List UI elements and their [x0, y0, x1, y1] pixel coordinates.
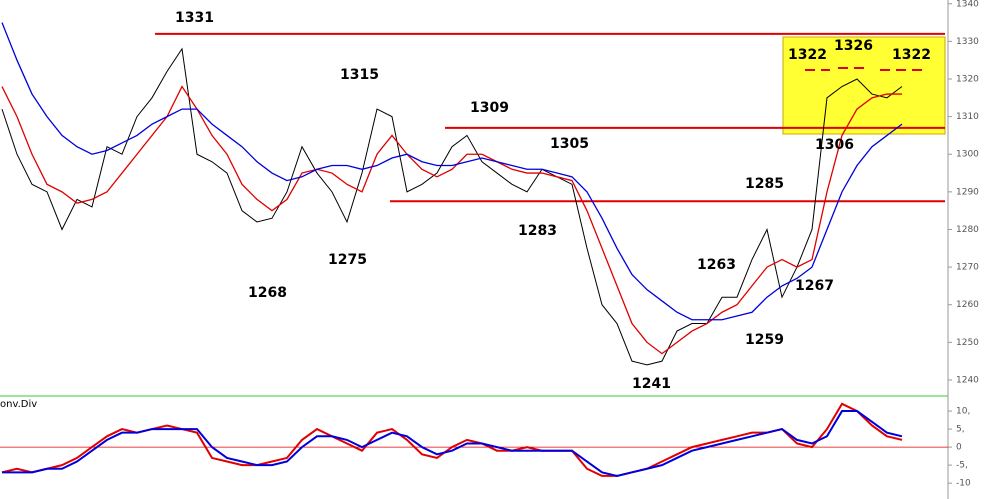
annotation: 1268 — [248, 285, 287, 301]
y-tick-label: 10, — [956, 407, 970, 417]
y-tick-label: -10 — [956, 479, 971, 489]
annotation: 1326 — [834, 38, 873, 54]
y-tick-label: 1280 — [956, 225, 979, 235]
annotation: 1285 — [745, 176, 784, 192]
annotation: 1267 — [795, 278, 834, 294]
indicator-line — [2, 410, 903, 477]
annotation: 1331 — [175, 10, 214, 26]
indicator-line — [1, 402, 903, 477]
y-tick-label: 1270 — [956, 263, 979, 273]
y-tick-label: 1320 — [956, 75, 979, 85]
annotation: 1283 — [518, 223, 557, 239]
y-tick-label: 0 — [956, 443, 962, 453]
y-tick-label: 1240 — [956, 375, 979, 385]
annotation: 1309 — [470, 100, 509, 116]
y-tick-label: 1250 — [956, 338, 979, 348]
annotation: 1259 — [745, 332, 784, 348]
y-tick-label: 1300 — [956, 150, 979, 160]
annotation: 1322 — [788, 47, 827, 63]
annotation: 1263 — [697, 257, 736, 273]
y-tick-label: 1330 — [956, 37, 979, 47]
y-tick-label: 1310 — [956, 112, 979, 122]
annotation: 1275 — [328, 252, 367, 268]
annotation: 1322 — [892, 47, 931, 63]
annotation: 1306 — [815, 137, 854, 153]
y-tick-label: -5, — [956, 461, 968, 471]
y-tick-label: 1340 — [956, 0, 979, 9]
annotation: 1315 — [340, 67, 379, 83]
y-tick-label: 5, — [956, 425, 965, 435]
moving-average — [1, 22, 903, 321]
annotation: 1305 — [550, 136, 589, 152]
indicator-title: onv.Div — [0, 399, 37, 410]
annotation: 1241 — [632, 376, 671, 392]
price-line — [1, 47, 903, 366]
y-tick-label: 1290 — [956, 187, 979, 197]
moving-average — [1, 85, 902, 355]
y-tick-label: 1260 — [956, 300, 979, 310]
